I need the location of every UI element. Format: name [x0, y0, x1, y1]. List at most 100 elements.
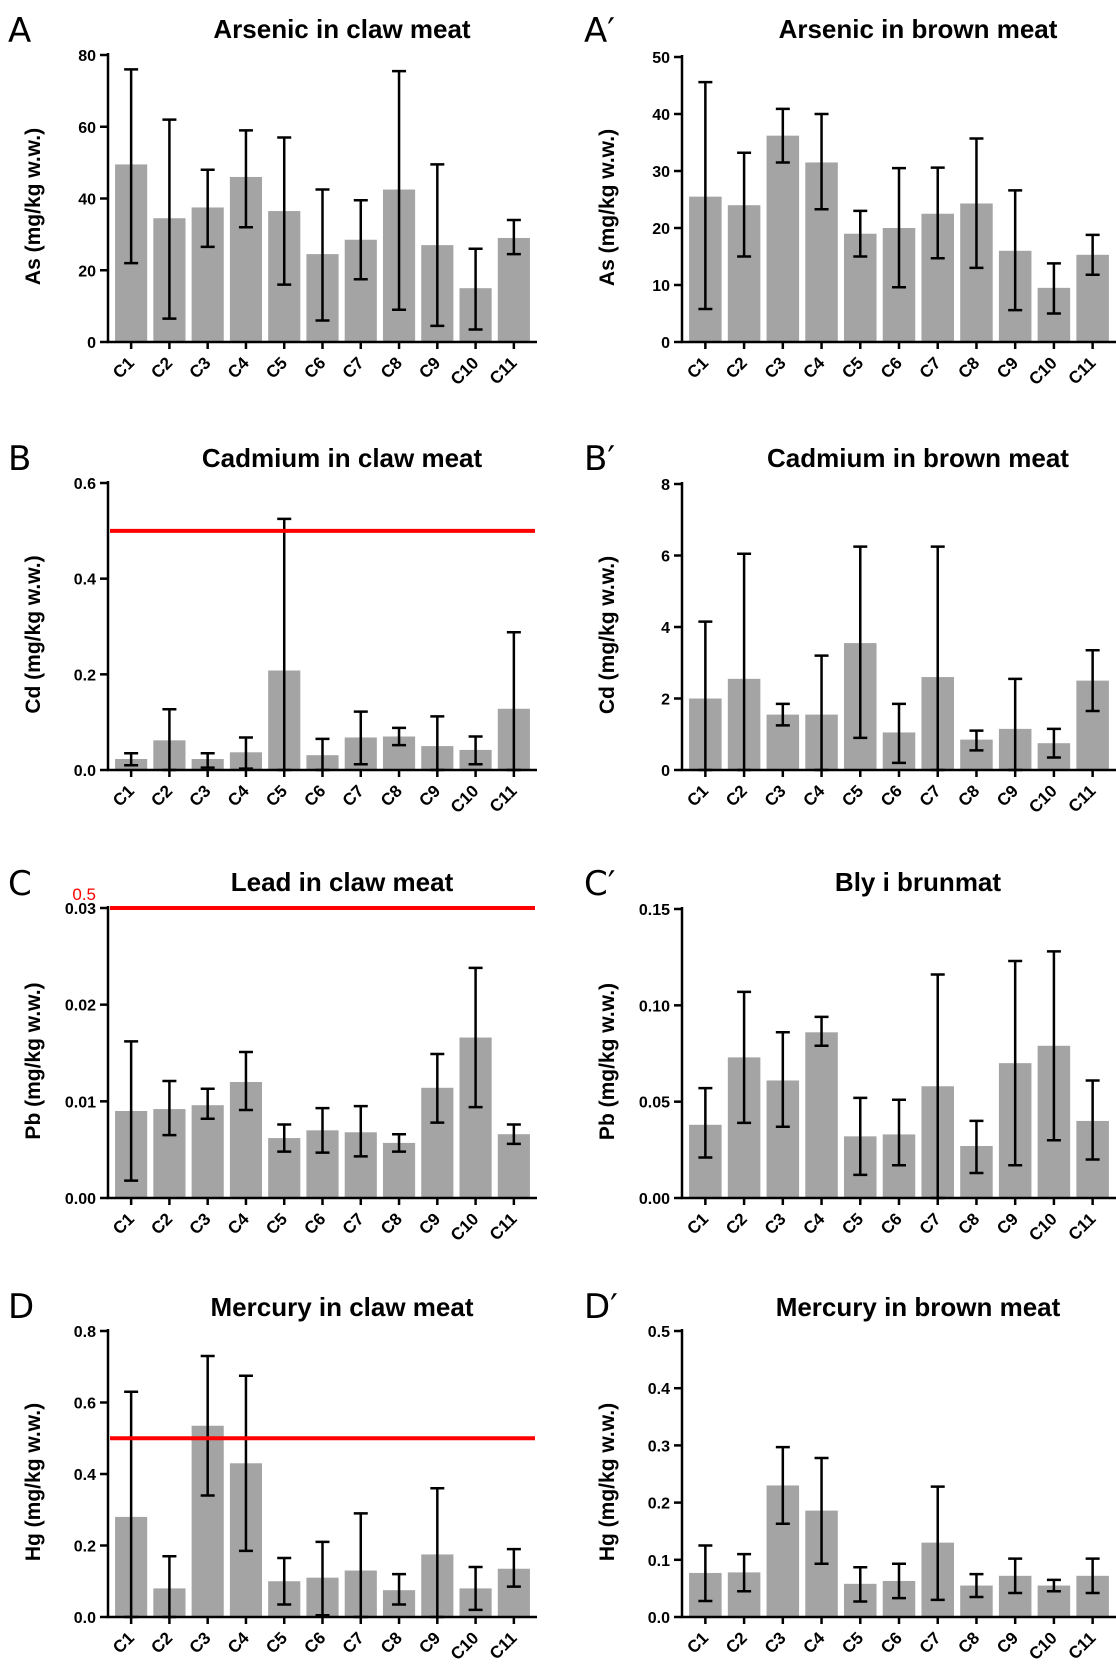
x-tick-label: C2 — [722, 1209, 751, 1238]
error-bar-c4 — [814, 1015, 829, 1048]
error-bar-c4 — [238, 129, 253, 229]
x-tick-label: C10 — [447, 353, 482, 388]
error-bar-c10 — [468, 966, 483, 1109]
x-tick-label: C6 — [301, 353, 330, 382]
x-tick-label: C3 — [761, 781, 790, 810]
x-tick-label: C5 — [262, 1209, 291, 1238]
error-bar-c1 — [698, 80, 713, 311]
x-tick-label: C6 — [301, 1628, 330, 1657]
y-tick-label: 0.00 — [639, 1191, 670, 1208]
y-axis-label: Pb (mg/kg w.w.) — [22, 982, 45, 1139]
x-tick-label: C3 — [186, 353, 215, 382]
y-tick-label: 0.10 — [639, 998, 670, 1015]
panel-letter: A — [8, 11, 31, 51]
x-tick-label: C5 — [838, 1209, 867, 1238]
y-axis-label: Hg (mg/kg w.w.) — [22, 1403, 45, 1561]
error-bar-c3 — [200, 1354, 215, 1497]
y-tick-label: 0.01 — [65, 1094, 96, 1111]
error-bar-c3 — [775, 1445, 790, 1526]
error-bar-c10 — [1046, 1578, 1061, 1593]
x-tick-label: C9 — [415, 1628, 444, 1657]
x-tick-label: C9 — [993, 1628, 1022, 1657]
y-tick-label: 0.2 — [74, 667, 96, 684]
y-tick-label: 0.4 — [648, 1381, 670, 1398]
x-tick-label: C7 — [916, 353, 945, 382]
error-bar-c6 — [892, 702, 906, 765]
y-tick-label: 0.2 — [74, 1539, 96, 1556]
panel-c: C Lead in claw meat Pb (mg/kg w.w.) 0.00 0.0… — [8, 864, 537, 1245]
x-tick-label: C1 — [109, 1209, 138, 1238]
x-tick-label: C11 — [486, 1628, 521, 1663]
panel-b2: B′ Cadmium in brown meat Cd (mg/kg w.w.) 0 2… — [584, 439, 1116, 817]
x-tick-label: C1 — [109, 353, 138, 382]
bar-c4 — [805, 1032, 838, 1198]
y-tick-label: 8 — [661, 477, 670, 494]
y-axis-label: Cd (mg/kg w.w.) — [22, 555, 45, 713]
chart-title: Lead in claw meat — [231, 867, 454, 897]
error-bar-c7 — [353, 710, 368, 766]
error-bar-c8 — [392, 1132, 407, 1153]
y-tick-label: 20 — [78, 263, 96, 280]
error-bar-c10 — [1046, 727, 1061, 759]
x-tick-label: C10 — [447, 781, 482, 816]
x-tick-label: C6 — [877, 1628, 906, 1657]
x-tick-label: C8 — [377, 1209, 406, 1238]
error-bar-c6 — [892, 166, 906, 289]
x-tick-label: C7 — [916, 781, 945, 810]
x-tick-label: C6 — [877, 353, 906, 382]
error-bar-c5 — [853, 1096, 868, 1177]
y-tick-label: 0.5 — [648, 1324, 670, 1341]
x-tick-label: C4 — [800, 353, 829, 382]
limit-line-label: 0.5 — [72, 885, 96, 904]
x-tick-label: C3 — [186, 1628, 215, 1657]
x-tick-label: C7 — [339, 781, 368, 810]
error-bar-c11 — [506, 1547, 521, 1588]
y-tick-label: 20 — [652, 221, 670, 238]
panel-c2: C′ Bly i brunmat Pb (mg/kg w.w.) 0.00 0.05 0.… — [584, 864, 1116, 1245]
chart-title: Cadmium in brown meat — [767, 443, 1069, 473]
error-bar-c3 — [775, 1031, 790, 1128]
y-tick-label: 50 — [652, 50, 670, 67]
error-bar-c5 — [853, 209, 868, 258]
error-bar-c3 — [200, 752, 215, 769]
y-axis-label: Cd (mg/kg w.w.) — [596, 556, 619, 714]
x-tick-label: C9 — [993, 353, 1022, 382]
y-tick-label: 0.0 — [74, 763, 96, 780]
error-bar-c3 — [775, 107, 790, 164]
error-bar-c2 — [162, 1079, 177, 1137]
y-tick-label: 0.0 — [648, 1610, 670, 1627]
y-tick-label: 0.8 — [74, 1324, 96, 1341]
error-bar-c6 — [892, 1562, 906, 1600]
error-bar-c3 — [775, 702, 790, 727]
x-tick-label: C7 — [916, 1628, 945, 1657]
y-tick-label: 0.00 — [65, 1191, 96, 1208]
bar-c3 — [766, 135, 800, 342]
y-tick-label: 0.4 — [74, 1467, 96, 1484]
y-tick-label: 10 — [652, 278, 670, 295]
error-bar-c1 — [124, 752, 139, 767]
error-bar-c8 — [969, 1119, 984, 1175]
x-tick-label: C10 — [1025, 1209, 1060, 1244]
error-bar-c11 — [1085, 1079, 1100, 1161]
y-tick-label: 0.2 — [648, 1496, 670, 1513]
x-tick-label: C2 — [147, 1209, 176, 1238]
x-tick-label: C8 — [377, 353, 406, 382]
y-tick-label: 0.0 — [74, 1610, 96, 1627]
chart-title: Cadmium in claw meat — [202, 443, 483, 473]
error-bar-c4 — [238, 736, 253, 770]
x-tick-label: C1 — [109, 781, 138, 810]
y-tick-label: 0.1 — [648, 1553, 670, 1570]
x-tick-label: C2 — [147, 1628, 176, 1657]
x-tick-label: C4 — [224, 781, 253, 810]
x-tick-label: C2 — [147, 781, 176, 810]
panel-letter: A′ — [584, 11, 615, 51]
error-bar-c7 — [930, 166, 945, 260]
panel-letter: D — [8, 1287, 34, 1327]
x-tick-label: C4 — [800, 1209, 829, 1238]
y-tick-label: 6 — [661, 549, 670, 566]
y-tick-label: 0 — [661, 335, 670, 352]
y-tick-label: 0 — [87, 335, 96, 352]
error-bar-c2 — [737, 990, 752, 1125]
y-tick-label: 80 — [78, 48, 96, 65]
error-bar-c5 — [853, 545, 868, 740]
